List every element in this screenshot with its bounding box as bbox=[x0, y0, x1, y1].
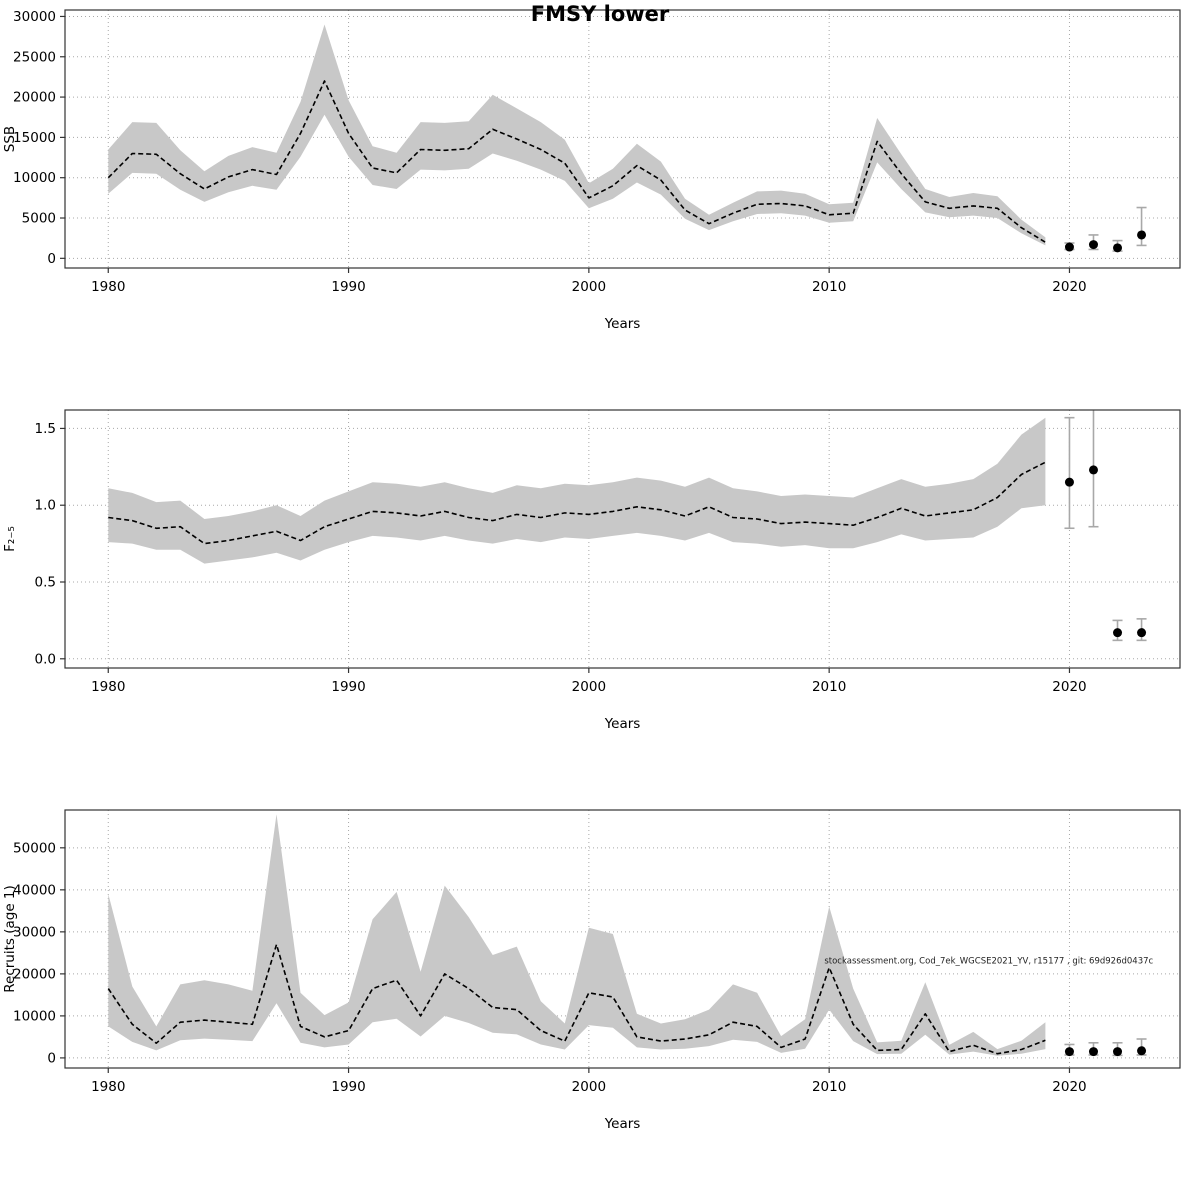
svg-text:0.0: 0.0 bbox=[35, 651, 56, 667]
svg-text:20000: 20000 bbox=[13, 966, 56, 982]
svg-text:10000: 10000 bbox=[13, 170, 56, 186]
svg-text:1980: 1980 bbox=[91, 1079, 125, 1095]
svg-text:2020: 2020 bbox=[1052, 279, 1086, 295]
svg-text:30000: 30000 bbox=[13, 9, 56, 25]
svg-text:1.0: 1.0 bbox=[35, 498, 56, 514]
chart-title: FMSY lower bbox=[530, 2, 670, 26]
svg-text:Recruits (age 1): Recruits (age 1) bbox=[2, 885, 18, 993]
svg-text:10000: 10000 bbox=[13, 1008, 56, 1024]
svg-text:40000: 40000 bbox=[13, 882, 56, 898]
svg-text:2010: 2010 bbox=[812, 679, 846, 695]
svg-text:1.5: 1.5 bbox=[35, 421, 56, 437]
recruits-chart: stockassessment.org, Cod_7ek_WGCSE2021_Y… bbox=[2, 809, 1181, 1132]
svg-text:2010: 2010 bbox=[812, 279, 846, 295]
svg-text:Years: Years bbox=[604, 1116, 641, 1132]
svg-text:20000: 20000 bbox=[13, 90, 56, 106]
svg-text:Years: Years bbox=[604, 316, 641, 332]
svg-text:25000: 25000 bbox=[13, 49, 56, 65]
svg-text:2020: 2020 bbox=[1052, 679, 1086, 695]
svg-text:0.5: 0.5 bbox=[35, 575, 56, 591]
svg-text:15000: 15000 bbox=[13, 130, 56, 146]
svg-text:2000: 2000 bbox=[572, 279, 606, 295]
svg-text:stockassessment.org, Cod_7ek_W: stockassessment.org, Cod_7ek_WGCSE2021_Y… bbox=[824, 956, 1153, 966]
svg-text:2000: 2000 bbox=[572, 1079, 606, 1095]
svg-text:0: 0 bbox=[47, 251, 56, 267]
svg-text:1990: 1990 bbox=[331, 1079, 365, 1095]
svg-text:1990: 1990 bbox=[331, 279, 365, 295]
svg-text:F₂₋₅: F₂₋₅ bbox=[2, 526, 18, 552]
ssb-chart: 1980 1990 2000 2010 2020 0 5000 10000 15000 20000… bbox=[2, 9, 1181, 332]
svg-text:1980: 1980 bbox=[91, 279, 125, 295]
svg-text:2020: 2020 bbox=[1052, 1079, 1086, 1095]
svg-text:30000: 30000 bbox=[13, 924, 56, 940]
svg-text:Years: Years bbox=[604, 716, 641, 732]
svg-text:50000: 50000 bbox=[13, 840, 56, 856]
svg-text:2010: 2010 bbox=[812, 1079, 846, 1095]
svg-text:SSB: SSB bbox=[2, 126, 18, 152]
svg-text:5000: 5000 bbox=[22, 211, 56, 227]
svg-text:0: 0 bbox=[47, 1050, 56, 1066]
svg-text:1980: 1980 bbox=[91, 679, 125, 695]
fishing-mortality-chart: 1980 1990 2000 2010 2020 0.0 0.5 1.0 1.5 Years F₂₋… bbox=[2, 409, 1181, 732]
svg-text:1990: 1990 bbox=[331, 679, 365, 695]
svg-text:2000: 2000 bbox=[572, 679, 606, 695]
